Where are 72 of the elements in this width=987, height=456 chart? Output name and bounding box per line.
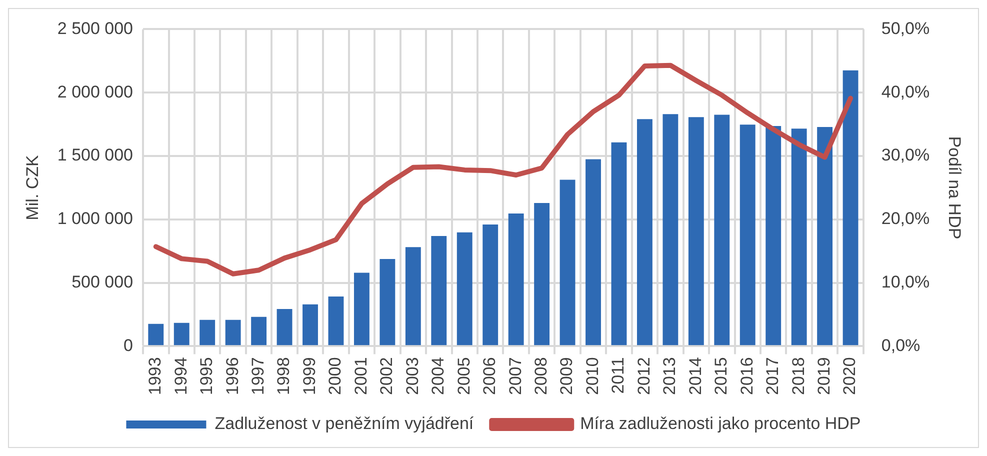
x-tick-label: 2016 (737, 357, 756, 396)
bar (740, 124, 756, 346)
x-tick-label: 2004 (428, 357, 448, 396)
x-tick-label: 2001 (351, 357, 370, 396)
bar (148, 324, 164, 346)
bar (380, 258, 396, 346)
x-tick-label: 2014 (686, 357, 705, 396)
x-tick-label: 1994 (171, 357, 190, 396)
bar (791, 128, 807, 346)
x-tick-label: 2013 (660, 357, 680, 396)
x-tick-label: 2012 (634, 357, 654, 396)
x-tick-label: 2009 (557, 357, 576, 396)
x-tick-label: 1998 (274, 357, 294, 396)
x-tick-label: 2008 (531, 357, 550, 396)
bar (714, 114, 730, 346)
bar (586, 159, 601, 346)
bar (508, 214, 524, 346)
x-tick-label: 2010 (582, 357, 602, 396)
x-tick-label: 1993 (146, 357, 165, 396)
bar (817, 126, 833, 346)
y2-tick-label: 20,0% (881, 209, 930, 228)
y-tick-label: 1 500 000 (57, 146, 134, 165)
bar (354, 272, 370, 346)
bar (636, 119, 652, 346)
bar (611, 142, 627, 346)
x-tick-label: 2000 (326, 357, 345, 396)
legend-label: Míra zadluženosti jako procento HDP (580, 414, 861, 434)
y-tick-label: 2 000 000 (57, 82, 134, 102)
x-tick-label: 2006 (480, 357, 500, 396)
x-tick-label: 2019 (814, 357, 834, 396)
x-tick-label: 2017 (763, 357, 782, 396)
bar (225, 320, 241, 346)
bar (431, 236, 447, 346)
bar (482, 224, 498, 346)
bar (456, 232, 472, 346)
bar (251, 316, 267, 346)
y2-tick-label: 50,0% (881, 18, 930, 38)
x-tick-label: 2002 (377, 357, 396, 396)
y-tick-label: 500 000 (72, 272, 134, 292)
bar (174, 322, 190, 346)
bar (276, 309, 292, 346)
y2-tick-label: 30,0% (881, 146, 930, 165)
y2-tick-label: 10,0% (881, 272, 930, 292)
bar (405, 247, 421, 346)
bar (766, 126, 782, 346)
bar (328, 296, 344, 346)
bar (302, 304, 318, 346)
x-tick-label: 2005 (454, 357, 474, 396)
y-tick-label: 0 (124, 336, 134, 355)
x-tick-label: 2003 (402, 357, 422, 396)
legend-label: Zadluženost v peněžním vyjádření (214, 414, 474, 434)
y2-axis-title: Podíl na HDP (945, 136, 964, 240)
bar (842, 70, 858, 346)
bar (662, 114, 678, 346)
y-tick-label: 2 500 000 (57, 18, 134, 38)
x-tick-label: 1997 (248, 357, 268, 396)
x-tick-label: 1995 (197, 357, 216, 396)
x-tick-label: 2018 (788, 357, 808, 396)
bar (688, 117, 704, 346)
x-tick-label: 2020 (840, 357, 860, 396)
x-tick-label: 2015 (712, 357, 731, 396)
bar (200, 320, 216, 346)
y2-tick-label: 0,0% (881, 336, 920, 355)
x-tick-label: 1999 (300, 357, 319, 396)
y-axis-title: Mil. CZK (22, 154, 42, 220)
x-tick-label: 2011 (608, 357, 628, 394)
bar (534, 203, 550, 346)
y-tick-label: 1 000 000 (57, 209, 134, 228)
x-tick-label: 2007 (506, 357, 525, 396)
bar (560, 180, 576, 346)
x-tick-label: 1996 (222, 357, 242, 396)
y2-tick-label: 40,0% (881, 82, 930, 102)
